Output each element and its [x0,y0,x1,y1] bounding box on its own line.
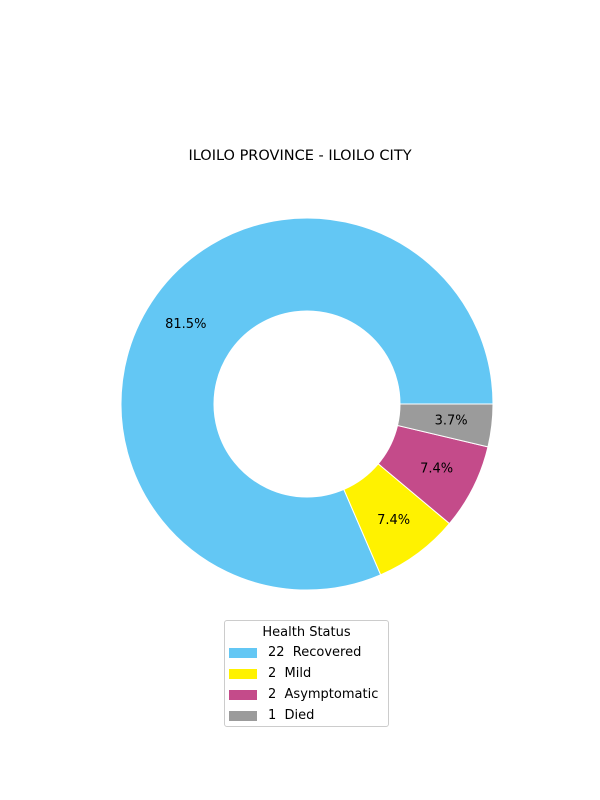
legend-swatch-mild [229,668,257,679]
legend-swatch-died [229,710,257,721]
legend-swatch-recovered [229,647,257,658]
slice-label-recovered: 81.5% [165,317,206,332]
legend-item-asymptomatic: 2 Asymptomatic [225,684,388,705]
legend-label-asymptomatic: 2 Asymptomatic [268,687,379,702]
legend: Health Status 22 Recovered 2 Mild 2 Asym… [224,620,389,727]
legend-label-mild: 2 Mild [268,666,312,681]
slice-label-asymptomatic: 7.4% [420,462,453,477]
chart-title: ILOILO PROVINCE - ILOILO CITY [188,148,412,164]
slice-died [396,403,494,448]
legend-title: Health Status [262,625,351,640]
legend-item-died: 1 Died [225,705,388,726]
slice-recovered [120,217,494,591]
legend-item-mild: 2 Mild [225,663,388,684]
legend-label-recovered: 22 Recovered [268,645,362,660]
slice-label-died: 3.7% [435,413,468,428]
legend-item-recovered: 22 Recovered [225,642,388,663]
slice-label-mild: 7.4% [377,513,410,528]
legend-swatch-asymptomatic [229,689,257,700]
legend-label-died: 1 Died [268,708,315,723]
